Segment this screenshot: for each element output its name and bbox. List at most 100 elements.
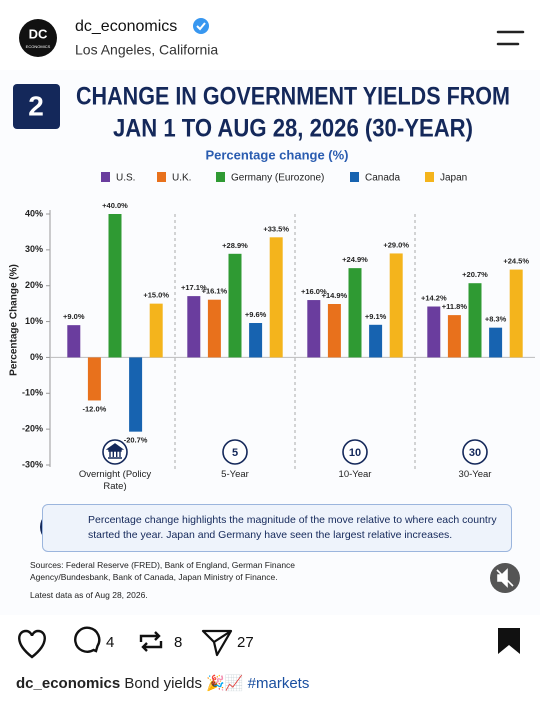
repost-count: 8 <box>174 634 182 651</box>
bar <box>207 299 221 358</box>
share-button[interactable] <box>201 629 233 657</box>
legend-label: U.S. <box>116 173 135 184</box>
value-label: -12.0% <box>83 404 107 413</box>
repost-button[interactable] <box>139 631 163 652</box>
chart-subtitle: Percentage change (%) <box>205 147 348 162</box>
bar <box>87 357 101 401</box>
bank-icon <box>105 443 125 459</box>
bar <box>187 296 201 358</box>
bar <box>509 269 523 358</box>
bar <box>108 214 122 358</box>
value-label: +11.8% <box>442 302 468 311</box>
y-tick-label: 30% <box>25 244 43 254</box>
legend-label: Canada <box>365 173 400 184</box>
caption-user[interactable]: dc_economics <box>16 675 121 692</box>
value-label: +15.0% <box>143 291 169 300</box>
note-text: Percentage change highlights the magnitu… <box>88 514 497 541</box>
x-tick-label: 30-Year <box>458 469 492 480</box>
value-label: +40.0% <box>102 201 128 210</box>
save-button[interactable] <box>498 628 520 654</box>
category-icon <box>342 439 368 465</box>
caption-text: Bond yields 🎉📈 <box>124 675 244 692</box>
value-label: +9.1% <box>365 312 387 321</box>
sources: Sources: Federal Reserve (FRED), Bank of… <box>30 560 296 582</box>
value-label: +17.1% <box>181 283 207 292</box>
category-badge: 5 <box>232 447 238 459</box>
y-tick-label: 40% <box>25 208 43 218</box>
verified-badge <box>193 18 209 34</box>
avatar-sub: ECONOMICS <box>26 44 51 49</box>
comment-button[interactable] <box>74 626 101 653</box>
value-label: +14.9% <box>322 291 348 300</box>
legend-label: Germany (Eurozone) <box>231 173 324 184</box>
category-icon <box>222 439 248 465</box>
bar <box>228 253 242 358</box>
legend-swatch <box>157 172 166 182</box>
bar <box>348 268 362 358</box>
x-tick-label: 10-Year <box>338 469 372 480</box>
value-label: +8.3% <box>485 315 507 324</box>
y-tick-label: -20% <box>22 424 43 434</box>
bar <box>249 323 263 358</box>
data-date: Latest data as of Aug 28, 2026. <box>30 590 148 600</box>
avatar[interactable] <box>19 19 57 57</box>
hashtag[interactable]: #markets <box>247 675 310 692</box>
location[interactable]: Los Angeles, California <box>75 42 218 58</box>
bar <box>447 315 461 358</box>
y-tick-label: 20% <box>25 280 43 290</box>
menu-button[interactable] <box>496 30 525 46</box>
legend-label: U.K. <box>172 173 191 184</box>
x-tick-label: Overnight (Policy Rate) <box>78 469 152 492</box>
username[interactable]: dc_economics <box>75 18 177 35</box>
chart-badge <box>13 84 60 129</box>
category-badge: 10 <box>349 447 361 459</box>
y-tick-label: -30% <box>22 459 43 469</box>
comment-count: 4 <box>106 634 114 651</box>
chart-title: CHANGE IN GOVERNMENT YIELDS FROM <box>76 83 510 111</box>
bar <box>269 237 283 358</box>
bar <box>489 327 503 358</box>
y-tick-label: 0% <box>30 352 43 362</box>
value-label: +16.1% <box>202 287 228 296</box>
avatar-text: DC <box>29 26 48 41</box>
value-label: +16.0% <box>301 287 327 296</box>
verified-check <box>196 22 206 31</box>
value-label: +9.0% <box>63 312 85 321</box>
value-label: +24.5% <box>503 257 529 266</box>
y-tick-label: -10% <box>22 388 43 398</box>
category-icon <box>462 439 488 465</box>
share-count: 27 <box>237 634 254 651</box>
y-tick-label: 10% <box>25 316 43 326</box>
bar <box>369 324 383 358</box>
value-label: +20.7% <box>462 270 488 279</box>
bar <box>389 253 403 358</box>
bar <box>468 283 482 358</box>
value-label: +9.6% <box>245 310 267 319</box>
bar <box>67 325 81 358</box>
y-axis-label: Percentage Change (%) <box>9 264 20 376</box>
bar <box>427 306 441 358</box>
legend-swatch <box>350 172 359 182</box>
bar <box>149 303 163 358</box>
legend-swatch <box>216 172 225 182</box>
chart-badge-text: 2 <box>28 90 44 121</box>
like-button[interactable] <box>18 629 46 659</box>
value-label: +28.9% <box>222 241 248 250</box>
value-label: +29.0% <box>383 240 409 249</box>
legend-label: Japan <box>440 173 467 184</box>
bar <box>307 300 321 358</box>
legend-swatch <box>425 172 434 182</box>
chart-title: JAN 1 TO AUG 28, 2026 (30-YEAR) <box>113 115 473 143</box>
value-label: +24.9% <box>342 255 368 264</box>
note-box <box>42 504 512 552</box>
bar <box>327 304 341 358</box>
bar <box>129 357 143 432</box>
category-badge: 30 <box>469 447 481 459</box>
legend-swatch <box>101 172 110 182</box>
caption: dc_economics Bond yields 🎉📈 #markets <box>16 674 309 692</box>
value-label: +33.5% <box>263 224 289 233</box>
value-label: +14.2% <box>421 293 447 302</box>
mute-icon <box>496 568 514 588</box>
